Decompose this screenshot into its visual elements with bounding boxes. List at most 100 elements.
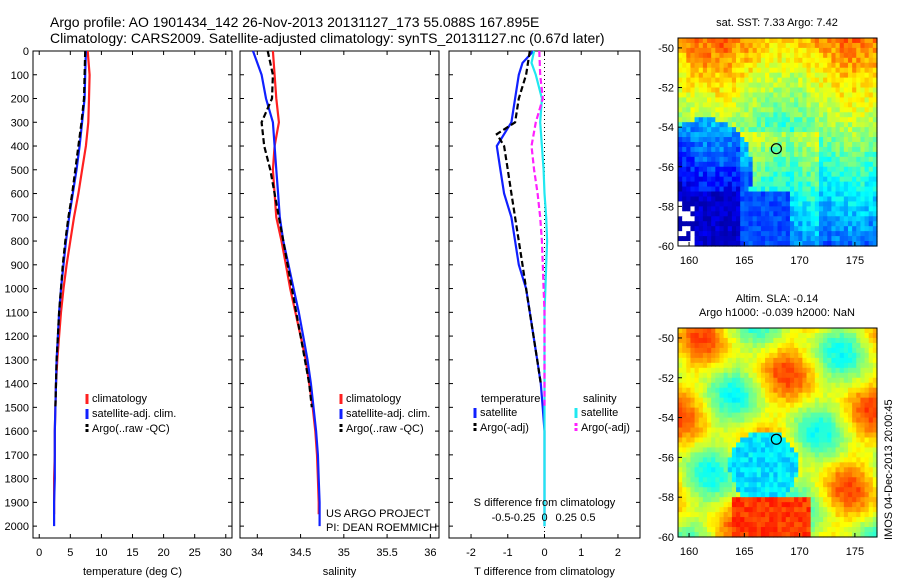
- sst_map-cell: [694, 137, 700, 143]
- sla_map-cell: [798, 497, 803, 503]
- sla_map-cell: [678, 532, 683, 538]
- sst_map-cell: [765, 166, 770, 173]
- sst_map-cell: [831, 191, 837, 198]
- sst_map-cell: [872, 221, 878, 227]
- sst_map-cell: [827, 216, 832, 222]
- sst_map-cell: [810, 176, 816, 183]
- sla_map-cell: [702, 487, 708, 493]
- sst_map-cell: [814, 161, 820, 168]
- sst_map-cell: [744, 132, 750, 138]
- sla_map-cell: [736, 477, 741, 483]
- sla_map-cell: [802, 462, 808, 468]
- sla_map-cell: [831, 512, 837, 518]
- sla_map-cell: [872, 377, 878, 384]
- sla_map-cell: [827, 497, 832, 503]
- sla_map-cell: [847, 422, 853, 429]
- sst_map-cell: [723, 186, 729, 193]
- sla_map-cell: [744, 377, 750, 384]
- sst_map-cell: [715, 226, 721, 232]
- sla_map-cell: [736, 392, 741, 399]
- sla_map-cell: [785, 372, 791, 379]
- sst_map-cell: [835, 47, 841, 54]
- sla_map-cell: [810, 452, 816, 458]
- sla_map-cell: [736, 362, 741, 369]
- sla_map-cell: [756, 517, 762, 523]
- sst_map-cell: [781, 161, 787, 168]
- sla_map-cell: [760, 447, 766, 454]
- sla_map-cell: [740, 347, 745, 354]
- sla_map-cell: [806, 532, 812, 538]
- sla_map-cell: [719, 512, 725, 518]
- sst_map-cell: [711, 191, 716, 198]
- sst_map-cell: [872, 216, 878, 222]
- sst_map-cell: [864, 236, 870, 242]
- sla_map-cell: [760, 332, 766, 339]
- sla_map-cell: [682, 457, 687, 463]
- sst_map-cell: [798, 151, 803, 158]
- sla_map-cell: [698, 442, 704, 449]
- sst_map-cell: [765, 87, 770, 94]
- sla_map-cell: [773, 412, 779, 419]
- sla_map-cell: [827, 337, 832, 344]
- sst_map-cell: [794, 47, 799, 54]
- sla_map-cell: [694, 332, 700, 339]
- sla_map-cell: [823, 407, 828, 414]
- sla_map-cell: [847, 367, 853, 374]
- sla_map-cell: [736, 457, 741, 463]
- sla_map-cell: [773, 472, 779, 478]
- sla_map-cell: [707, 417, 712, 424]
- sla_map-cell: [744, 337, 750, 344]
- sst_map-cell: [736, 216, 741, 222]
- sla_map-cell: [686, 387, 692, 394]
- sla_map-cell: [752, 452, 758, 458]
- sst_map-cell: [682, 151, 687, 158]
- sla_map-cell: [702, 377, 708, 384]
- sst_map-cell: [715, 87, 721, 94]
- sst_map-cell: [785, 226, 791, 232]
- sst_map-cell: [868, 146, 874, 153]
- sst_map-cell: [781, 196, 787, 203]
- sst_map-cell: [789, 196, 795, 203]
- sst_map-cell: [702, 146, 708, 153]
- sla_map-cell: [794, 412, 799, 419]
- sla_map-cell: [868, 482, 874, 488]
- sla_map-cell: [831, 337, 837, 344]
- sst_map-cell: [736, 166, 741, 173]
- sst_map-cell: [678, 102, 683, 108]
- sst_map-cell: [839, 196, 845, 203]
- sla_map-cell: [694, 482, 700, 488]
- sst_map-cell: [810, 117, 816, 123]
- sla_map-cell: [707, 337, 712, 344]
- sla_map-cell: [843, 522, 849, 528]
- sst_map-cell: [760, 122, 766, 128]
- sst_map-cell: [769, 171, 774, 178]
- sla_map-cell: [806, 412, 812, 419]
- sla_map-cell: [723, 357, 729, 364]
- sst_map-cell: [872, 151, 878, 158]
- sla_map-cell: [715, 328, 721, 334]
- sla_map-cell: [702, 527, 708, 533]
- sst_map-cell: [744, 102, 750, 108]
- sla_map-cell: [773, 522, 779, 528]
- sla_map-cell: [839, 362, 845, 369]
- sst_map-cell: [736, 72, 741, 79]
- sst_map-cell: [777, 137, 783, 143]
- sst_map-cell: [810, 166, 816, 173]
- sst_map-cell: [823, 221, 828, 227]
- sla_map-cell: [794, 332, 799, 339]
- sst_map-cell: [711, 186, 716, 193]
- sst_map-cell: [744, 142, 750, 148]
- sla_map-cell: [818, 487, 824, 493]
- sst_map-cell: [802, 87, 808, 94]
- sst_map-cell: [715, 206, 721, 212]
- sst_map-float-marker: [770, 143, 782, 155]
- sst_map-cell: [686, 52, 692, 59]
- sla_map-cell: [773, 532, 779, 538]
- sst_map-cell: [802, 92, 808, 99]
- sst_map-cell: [702, 201, 708, 207]
- sst_map-cell: [852, 146, 857, 153]
- sst_map-cell: [736, 57, 741, 64]
- sla_map-cell: [723, 407, 729, 414]
- sla_map-cell: [831, 328, 837, 334]
- sla_map-cell: [843, 412, 849, 419]
